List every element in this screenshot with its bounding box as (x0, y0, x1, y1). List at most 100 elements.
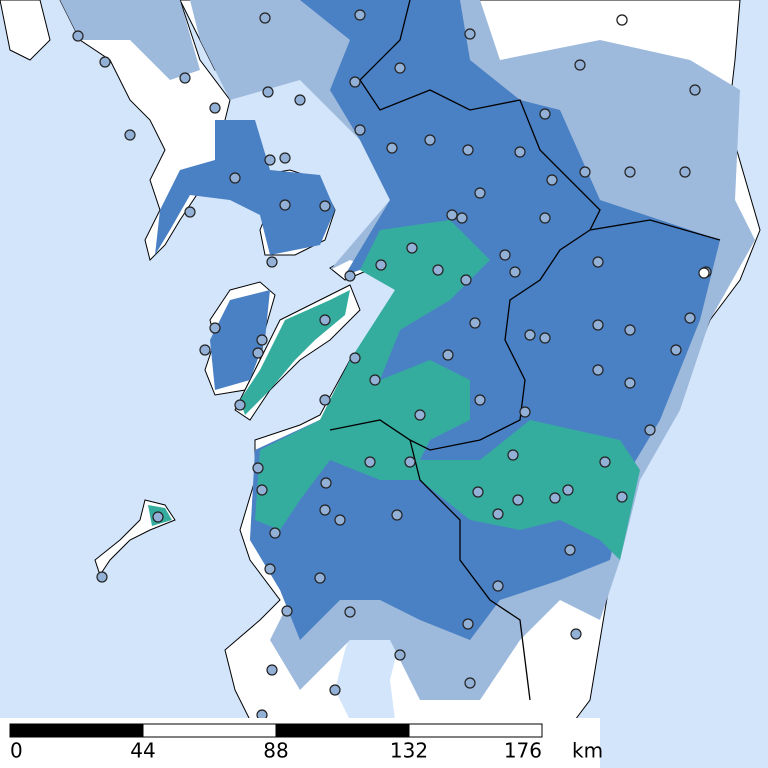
station-marker (319, 504, 331, 516)
station-marker (546, 174, 558, 186)
station-marker (698, 267, 710, 279)
station-marker (152, 511, 164, 523)
station-marker (266, 664, 278, 676)
station-marker (199, 344, 211, 356)
scale-label: 88 (263, 739, 288, 763)
station-marker (364, 456, 376, 468)
scale-segment (275, 723, 410, 738)
scale-segment (408, 723, 543, 738)
scale-label: 176 (504, 739, 542, 763)
station-marker (469, 317, 481, 329)
station-marker (179, 72, 191, 84)
station-marker (492, 580, 504, 592)
scale-segment (9, 723, 144, 738)
station-marker (616, 14, 628, 26)
station-marker (209, 322, 221, 334)
station-marker (344, 270, 356, 282)
station-marker (394, 649, 406, 661)
station-marker (579, 166, 591, 178)
station-marker (279, 152, 291, 164)
coverage (60, 0, 755, 700)
station-marker (391, 509, 403, 521)
station-marker (264, 563, 276, 575)
scale-bar: 0 44 88 132 176 km (9, 723, 603, 763)
station-marker (524, 329, 536, 341)
station-marker (124, 129, 136, 141)
station-marker (519, 406, 531, 418)
station-marker (460, 274, 472, 286)
station-marker (334, 514, 346, 526)
scale-unit: km (572, 739, 603, 763)
station-marker (592, 256, 604, 268)
station-marker (375, 259, 387, 271)
station-marker (259, 12, 271, 24)
station-marker (354, 9, 366, 21)
station-marker (564, 544, 576, 556)
scale-label: 44 (130, 739, 155, 763)
station-marker (442, 349, 454, 361)
station-marker (670, 344, 682, 356)
station-marker (256, 334, 268, 346)
station-marker (96, 571, 108, 583)
station-marker (314, 572, 326, 584)
station-marker (446, 209, 458, 221)
station-marker (599, 456, 611, 468)
station-marker (616, 491, 628, 503)
station-marker (264, 154, 276, 166)
station-marker (592, 364, 604, 376)
station-marker (679, 166, 691, 178)
station-marker (72, 30, 84, 42)
station-marker (570, 628, 582, 640)
scale-label: 0 (10, 739, 23, 763)
station-marker (266, 256, 278, 268)
station-marker (349, 76, 361, 88)
coverage-light-west (60, 0, 200, 80)
coverage-medium-shimabara (210, 290, 270, 390)
station-marker (394, 62, 406, 74)
station-marker (404, 456, 416, 468)
prefecture-borders (329, 0, 721, 701)
scale-segment (142, 723, 277, 738)
station-marker (354, 124, 366, 136)
station-marker (624, 377, 636, 389)
border (329, 229, 591, 451)
border (409, 439, 531, 701)
station-marker (269, 527, 281, 539)
station-marker (406, 242, 418, 254)
station-marker (99, 56, 111, 68)
station-marker (539, 108, 551, 120)
station-marker (252, 347, 264, 359)
station-marker (369, 374, 381, 386)
station-marker (549, 492, 561, 504)
station-marker (684, 312, 696, 324)
station-marker (539, 212, 551, 224)
station-marker (319, 314, 331, 326)
station-marker (574, 59, 586, 71)
scale-label: 132 (390, 739, 428, 763)
station-marker (689, 84, 701, 96)
station-marker (462, 144, 474, 156)
station-marker (456, 212, 468, 224)
coverage-high (255, 220, 640, 560)
station-marker (344, 606, 356, 618)
station-marker (562, 484, 574, 496)
station-marker (507, 449, 519, 461)
station-marker (209, 102, 221, 114)
station-marker (499, 249, 511, 261)
station-marker (184, 206, 196, 218)
station-marker (592, 319, 604, 331)
station-marker (349, 352, 361, 364)
station-marker (281, 605, 293, 617)
station-marker (644, 424, 656, 436)
station-marker (539, 332, 551, 344)
station-marker (424, 134, 436, 146)
station-marker (329, 684, 341, 696)
station-marker (252, 462, 264, 474)
station-marker (512, 494, 524, 506)
station-marker (386, 142, 398, 154)
station-marker (514, 146, 526, 158)
station-marker (472, 486, 484, 498)
station-marker (294, 94, 306, 106)
station-marker (474, 187, 486, 199)
